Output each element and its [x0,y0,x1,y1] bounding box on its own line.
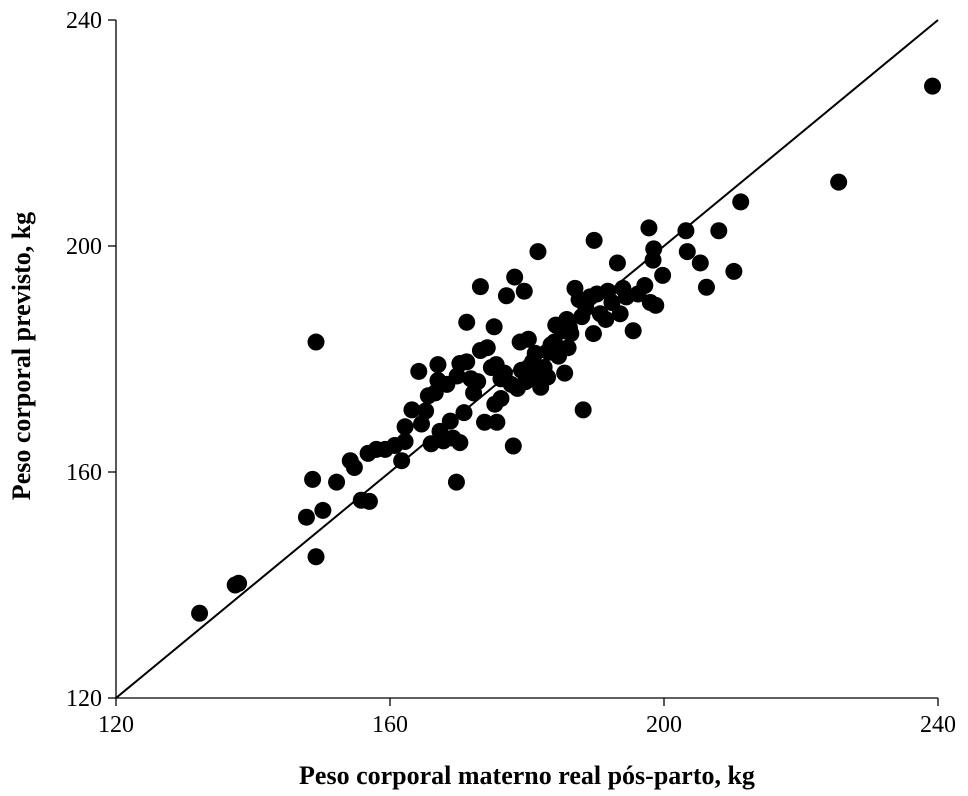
data-point [539,368,557,386]
data-point [529,243,547,261]
data-point [504,437,522,455]
data-point [677,222,695,240]
data-point [304,470,322,488]
data-point [191,604,209,622]
data-point [640,219,658,237]
x-tick-label: 240 [920,712,956,738]
data-point [469,373,487,391]
data-point [519,330,537,348]
y-tick-label: 200 [66,234,102,260]
data-point [559,339,577,357]
x-tick-label: 200 [646,712,682,738]
data-point [396,432,414,450]
data-point [506,268,524,286]
data-point [485,318,503,336]
identity-line [115,19,939,699]
data-point [611,305,629,323]
data-point [636,277,654,295]
data-point [830,173,848,191]
data-point [458,313,476,331]
data-point [410,362,428,380]
x-tick-label: 120 [98,712,134,738]
data-point [458,353,476,371]
data-point [429,356,447,374]
data-point [732,193,750,211]
data-point [624,322,642,340]
data-point [297,508,315,526]
data-point [478,339,496,357]
data-point [451,434,469,452]
data-point [447,473,465,491]
data-point [924,77,942,95]
data-point [307,548,325,566]
y-tick-label: 160 [66,460,102,486]
data-point [413,415,431,433]
data-point [345,458,363,476]
data-point [562,325,580,343]
data-point [597,310,615,328]
data-point [360,492,378,510]
data-point [471,278,489,296]
data-point [608,254,626,272]
data-point [585,231,603,249]
data-point [710,222,728,240]
data-point [691,254,709,272]
data-point [396,418,414,436]
data-point [403,401,421,419]
x-axis-ticks: 120 160 200 240 [98,698,956,738]
data-point [497,287,515,305]
data-point [678,243,696,261]
data-point [645,240,663,258]
x-axis-title: Peso corporal materno real pós-parto, kg [299,761,755,790]
data-point [307,333,325,351]
data-point [584,325,602,343]
y-axis-ticks: 120 160 200 240 [66,8,116,712]
data-point [574,401,592,419]
data-point [556,364,574,382]
data-point [725,262,743,280]
y-tick-label: 120 [66,686,102,712]
data-point [328,473,346,491]
data-point [488,413,506,431]
data-point [647,296,665,314]
data-point [417,402,435,420]
x-tick-label: 160 [372,712,408,738]
data-point [515,282,533,300]
y-axis-title: Peso corporal previsto, kg [7,212,36,500]
data-point [476,413,494,431]
data-points [191,77,942,622]
data-point [697,278,715,296]
y-tick-label: 240 [66,8,102,34]
data-point [230,574,248,592]
data-point [492,390,510,408]
data-point [314,501,332,519]
data-point [654,266,672,284]
